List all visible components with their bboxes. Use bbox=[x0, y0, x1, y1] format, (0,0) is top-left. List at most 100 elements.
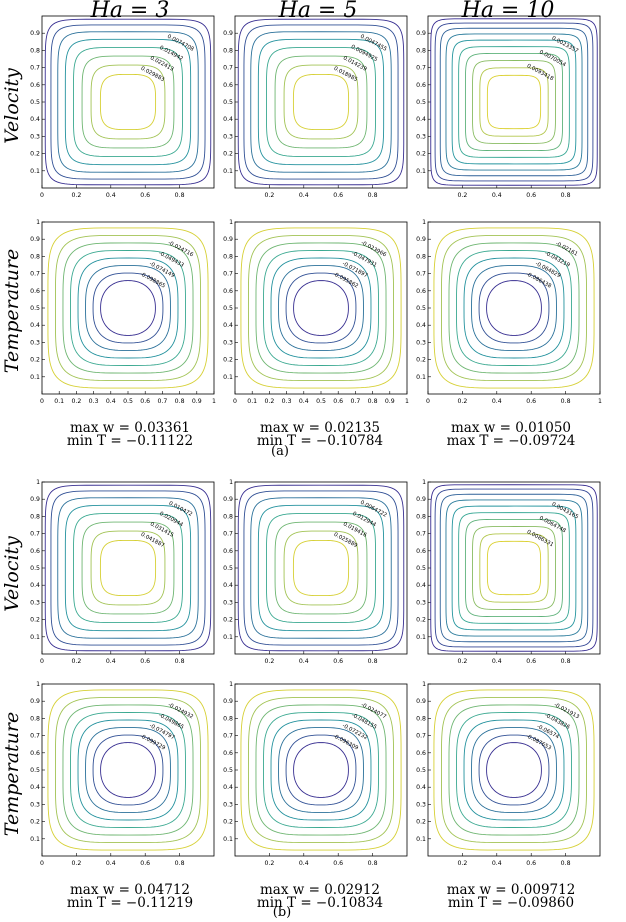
y-tick-label: 0.2 bbox=[30, 357, 40, 364]
y-tick-label: 0.6 bbox=[30, 288, 40, 295]
x-tick-label: 0 bbox=[40, 192, 44, 199]
y-tick-label: 0.4 bbox=[30, 322, 40, 329]
y-tick-label: 0.5 bbox=[30, 305, 40, 312]
plot-b-temperature-ha10: 0.1 0.2 0.3 0.4 0.5 0.6 0.7 0.8 0.9 1 0.2 0.4 0.6 0.8… bbox=[416, 681, 601, 867]
plot-frame bbox=[234, 221, 408, 395]
y-tick-label: 0.8 bbox=[30, 715, 40, 722]
x-tick-label: 0.4 bbox=[299, 658, 309, 665]
y-tick-label: 0.8 bbox=[223, 715, 233, 722]
x-tick-label: 0.6 bbox=[140, 860, 150, 867]
column-title-ha5: Ha = 5 bbox=[278, 0, 358, 23]
y-tick-label: 0.1 bbox=[30, 634, 40, 641]
caption-min-t: min T = −0.11219 bbox=[66, 895, 194, 911]
plot-frame bbox=[234, 15, 408, 189]
x-tick-label: 0.2 bbox=[71, 658, 81, 665]
x-tick-label: 0.4 bbox=[106, 658, 116, 665]
x-tick-label: 0.8 bbox=[368, 192, 378, 199]
y-tick-label: 0.3 bbox=[416, 339, 426, 346]
x-tick-label: 0.5 bbox=[123, 398, 133, 405]
y-tick-label: 0.6 bbox=[416, 750, 426, 757]
contour-line bbox=[445, 499, 583, 637]
x-tick-label: 0.8 bbox=[368, 658, 378, 665]
contour-line bbox=[464, 52, 564, 152]
y-tick-label: 0.2 bbox=[416, 819, 426, 826]
plot-frame bbox=[41, 481, 215, 655]
y-tick-label: 1 bbox=[36, 219, 40, 226]
y-tick-label: 0.8 bbox=[416, 513, 426, 520]
x-tick-label: 0.6 bbox=[333, 860, 343, 867]
y-tick-label: 0.3 bbox=[416, 133, 426, 140]
y-tick-label: 0.7 bbox=[416, 65, 426, 72]
x-tick-label: 0.2 bbox=[457, 398, 467, 405]
y-tick-label: 0.5 bbox=[223, 767, 233, 774]
x-tick-label: 0.3 bbox=[89, 398, 99, 405]
y-tick-label: 1 bbox=[36, 479, 40, 486]
y-tick-label: 0.5 bbox=[223, 565, 233, 572]
x-tick-label: 0.8 bbox=[368, 398, 378, 405]
y-tick-label: 0.1 bbox=[30, 836, 40, 843]
y-tick-label: 0.8 bbox=[223, 513, 233, 520]
contour-line bbox=[99, 539, 157, 597]
plot-a-temperature-ha5: 0.1 0.2 0.3 0.4 0.5 0.6 0.7 0.8 0.9 1 0 0.1 0.2 0.3 0.… bbox=[223, 219, 409, 405]
y-tick-label: 0.6 bbox=[416, 288, 426, 295]
contour-line bbox=[247, 234, 395, 382]
contour-line bbox=[247, 696, 395, 844]
caption-a-ha10: max w = 0.01050 max T = −0.09724 bbox=[416, 421, 606, 449]
x-tick-label: 0.6 bbox=[140, 658, 150, 665]
contour-line bbox=[440, 234, 588, 382]
y-tick-label: 0.3 bbox=[30, 133, 40, 140]
contour-line bbox=[237, 484, 405, 652]
x-tick-label: 0.8 bbox=[175, 860, 185, 867]
y-tick-label: 0.2 bbox=[223, 819, 233, 826]
contour-line bbox=[47, 227, 209, 389]
contour-line bbox=[255, 242, 387, 374]
x-tick-label: 0.2 bbox=[264, 398, 274, 405]
y-tick-label: 0.2 bbox=[223, 151, 233, 158]
contour-line bbox=[456, 712, 572, 828]
sublabel-b: (b) bbox=[272, 905, 292, 920]
caption-max-w: max w = 0.009712 bbox=[446, 882, 576, 898]
x-tick-label: 0.6 bbox=[333, 398, 343, 405]
x-tick-label: 0.5 bbox=[316, 398, 326, 405]
contour-line bbox=[90, 64, 166, 140]
contour-line bbox=[458, 512, 570, 624]
x-tick-label: 0.2 bbox=[457, 192, 467, 199]
x-tick-label: 0.2 bbox=[457, 658, 467, 665]
x-tick-label: 0 bbox=[40, 398, 44, 405]
y-tick-label: 0.5 bbox=[30, 767, 40, 774]
x-tick-label: 0.9 bbox=[385, 398, 395, 405]
contour-line bbox=[433, 689, 595, 851]
y-tick-label: 0.4 bbox=[223, 116, 233, 123]
x-tick-label: 0 bbox=[40, 860, 44, 867]
contour-line bbox=[486, 280, 542, 336]
x-tick-label: 0.4 bbox=[299, 398, 309, 405]
y-tick-label: 0.1 bbox=[223, 836, 233, 843]
y-tick-label: 0.6 bbox=[30, 82, 40, 89]
contour-label: 0.014942 bbox=[158, 45, 184, 62]
y-tick-label: 0.7 bbox=[30, 531, 40, 538]
x-tick-label: 0.4 bbox=[492, 192, 502, 199]
contour-line bbox=[250, 31, 392, 173]
y-tick-label: 0.4 bbox=[223, 582, 233, 589]
x-tick-label: 0.4 bbox=[299, 192, 309, 199]
y-tick-label: 0.9 bbox=[30, 496, 40, 503]
plot-b-temperature-ha3: 0.1 0.2 0.3 0.4 0.5 0.6 0.7 0.8 0.9 1 0 0.2 0.4 0.6 0.… bbox=[30, 681, 215, 867]
plot-frame bbox=[234, 683, 408, 857]
plot-b-velocity-ha3: 0.1 0.2 0.3 0.4 0.5 0.6 0.7 0.8 0.9 1 0 0.2 0.4 0.6 0.… bbox=[30, 479, 215, 665]
x-tick-label: 0 bbox=[233, 398, 237, 405]
contour-line bbox=[265, 512, 377, 624]
caption-max-t: max T = −0.09724 bbox=[446, 433, 576, 449]
contour-line bbox=[464, 518, 564, 618]
x-tick-label: 0.8 bbox=[561, 860, 571, 867]
x-tick-label: 0.4 bbox=[106, 192, 116, 199]
contour-line bbox=[430, 18, 598, 186]
x-tick-label: 1 bbox=[212, 398, 216, 405]
y-tick-label: 0.6 bbox=[223, 82, 233, 89]
contour-line bbox=[92, 734, 164, 806]
contour-line bbox=[44, 484, 212, 652]
contour-line bbox=[54, 234, 202, 382]
plot-a-temperature-ha3: 0.1 0.2 0.3 0.4 0.5 0.6 0.7 0.8 0.9 1 0 0.1 0.2 0.3 0.… bbox=[30, 219, 216, 405]
contour-line bbox=[463, 257, 565, 359]
column-title-ha10: Ha = 10 bbox=[461, 0, 555, 23]
y-tick-label: 0.1 bbox=[30, 168, 40, 175]
